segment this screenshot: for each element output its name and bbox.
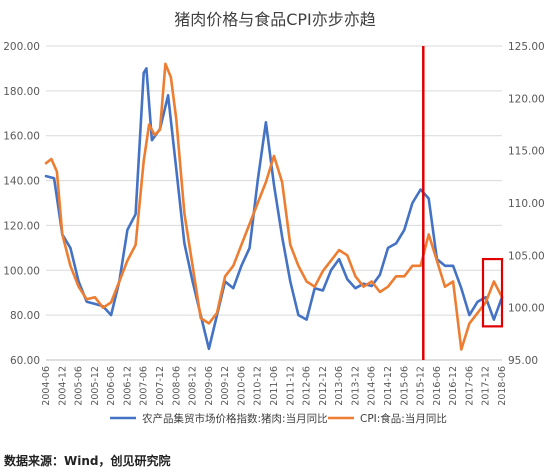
y-right-tick-label: 95.00 — [508, 355, 538, 367]
x-tick-label: 2011-12 — [285, 366, 296, 406]
x-tick-label: 2004-12 — [57, 366, 68, 406]
legend-label: 农产品集贸市场价格指数:猪肉:当月同比 — [142, 412, 328, 425]
x-tick-label: 2012-06 — [302, 366, 313, 406]
series-lines — [44, 62, 504, 351]
x-tick-label: 2007-06 — [139, 366, 150, 406]
x-tick-label: 2005-12 — [90, 366, 101, 406]
x-tick-label: 2009-06 — [204, 366, 215, 406]
gridlines — [46, 45, 502, 361]
y-axis-right: 95.00 100.00 105.00 110.00 115.00 120.00 125.0… — [508, 41, 545, 367]
y-axis-left: 60.00 80.00 100.00 120.00 140.00 160.00 180.00… — [3, 41, 40, 367]
x-tick-label: 2013-12 — [350, 366, 361, 406]
x-tick-label: 2006-06 — [106, 366, 117, 406]
x-tick-label: 2008-12 — [188, 366, 199, 406]
x-tick-label: 2013-06 — [334, 366, 345, 406]
y-left-tick-label: 60.00 — [10, 355, 40, 367]
y-left-tick-label: 180.00 — [3, 86, 40, 98]
y-left-tick-label: 160.00 — [3, 131, 40, 143]
y-right-tick-label: 120.00 — [508, 93, 545, 105]
x-tick-label: 2008-06 — [171, 366, 182, 406]
x-tick-label: 2015-12 — [416, 366, 427, 406]
legend-label: CPI:食品:当月同比 — [360, 412, 447, 425]
y-right-tick-label: 125.00 — [508, 41, 545, 53]
data-source: 数据来源：Wind，创见研究院 — [4, 454, 171, 468]
x-tick-label: 2004-06 — [41, 366, 52, 406]
x-tick-label: 2014-06 — [367, 366, 378, 406]
series-cpi-line — [44, 62, 504, 351]
y-right-tick-label: 105.00 — [508, 250, 545, 262]
x-tick-label: 2017-06 — [464, 366, 475, 406]
y-left-tick-label: 100.00 — [3, 265, 40, 277]
x-tick-label: 2006-12 — [122, 366, 133, 406]
x-tick-label: 2012-12 — [318, 366, 329, 406]
x-tick-label: 2017-12 — [481, 366, 492, 406]
x-tick-label: 2010-06 — [236, 366, 247, 406]
x-tick-label: 2016-12 — [448, 366, 459, 406]
y-left-tick-label: 200.00 — [3, 41, 40, 53]
highlight-box — [481, 257, 504, 328]
legend: 农产品集贸市场价格指数:猪肉:当月同比 CPI:食品:当月同比 — [110, 412, 447, 425]
x-axis: 2004-06 2004-12 2005-06 2005-12 2006-06 2006-… — [41, 359, 508, 406]
y-left-tick-label: 140.00 — [3, 176, 40, 188]
x-tick-label: 2016-06 — [432, 366, 443, 406]
y-right-tick-label: 100.00 — [508, 303, 545, 315]
x-tick-label: 2005-06 — [74, 366, 85, 406]
x-tick-label: 2010-12 — [253, 366, 264, 406]
annotations — [422, 46, 504, 360]
x-tick-label: 2011-06 — [269, 366, 280, 406]
y-right-tick-label: 115.00 — [508, 146, 545, 158]
x-tick-label: 2015-06 — [399, 366, 410, 406]
x-tick-label: 2009-12 — [220, 366, 231, 406]
x-tick-label: 2007-12 — [155, 366, 166, 406]
series-pork-line — [44, 67, 504, 351]
chart-title: 猪肉价格与食品CPI亦步亦趋 — [174, 10, 376, 29]
x-tick-label: 2018-06 — [497, 366, 508, 406]
y-left-tick-label: 80.00 — [10, 310, 40, 322]
y-right-tick-label: 110.00 — [508, 198, 545, 210]
y-left-tick-label: 120.00 — [3, 220, 40, 232]
x-tick-label: 2014-12 — [383, 366, 394, 406]
